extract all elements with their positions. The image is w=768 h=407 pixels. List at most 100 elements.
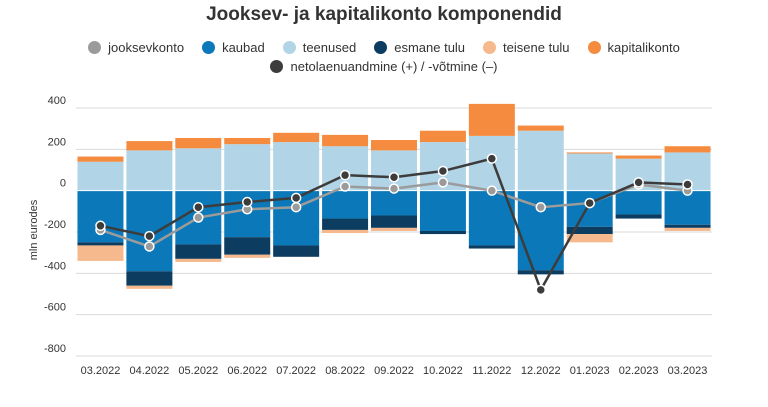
- y-tick-label: -400: [44, 260, 66, 272]
- bar-esmane[interactable]: [664, 224, 711, 228]
- point-jooksev[interactable]: [290, 201, 302, 213]
- bar-kapital[interactable]: [371, 140, 417, 151]
- legend-swatch-kapitalikonto: [587, 41, 601, 54]
- x-tick-label: 01.2023: [570, 365, 610, 377]
- bar-teenused[interactable]: [566, 153, 613, 191]
- bar-esmane[interactable]: [322, 218, 369, 230]
- point-neto[interactable]: [437, 165, 449, 177]
- point-jooksev[interactable]: [388, 183, 400, 194]
- y-tick-label: 200: [48, 136, 66, 148]
- bar-kapital[interactable]: [126, 141, 173, 151]
- legend-row-1: jooksevkonto kaubad teenused esmane tulu…: [0, 40, 768, 55]
- point-jooksev[interactable]: [144, 241, 155, 252]
- legend-item-teisene-tulu[interactable]: teisene tulu: [483, 40, 570, 55]
- bar-esmane[interactable]: [77, 242, 124, 246]
- point-neto[interactable]: [339, 169, 351, 181]
- y-tick-label: 0: [60, 178, 66, 190]
- x-tick-label: 03.2022: [81, 365, 121, 377]
- bar-teisene[interactable]: [322, 229, 369, 234]
- legend-item-jooksevkonto[interactable]: jooksevkonto: [88, 40, 184, 55]
- bar-teisene[interactable]: [371, 227, 417, 231]
- bar-kapital[interactable]: [419, 130, 466, 143]
- bar-kapital[interactable]: [175, 137, 222, 149]
- bar-kaubad[interactable]: [371, 190, 417, 216]
- point-jooksev[interactable]: [437, 177, 449, 188]
- y-axis-label: mln eurodes: [28, 199, 40, 260]
- bar-kapital[interactable]: [322, 134, 369, 147]
- bar-kaubad[interactable]: [419, 190, 466, 231]
- bar-kapital[interactable]: [77, 156, 124, 162]
- bar-kapital[interactable]: [615, 155, 662, 159]
- x-tick-label: 12.2022: [521, 365, 561, 377]
- point-neto[interactable]: [486, 153, 498, 164]
- bar-esmane[interactable]: [517, 270, 564, 275]
- bar-teisene[interactable]: [77, 245, 124, 261]
- x-tick-label: 10.2022: [423, 365, 463, 377]
- y-tick-label: -800: [44, 343, 66, 355]
- line-series: [95, 153, 693, 296]
- bar-teisene[interactable]: [126, 285, 173, 289]
- x-tick-label: 11.2022: [472, 365, 511, 377]
- bar-teenused[interactable]: [175, 148, 222, 191]
- legend-item-kaubad[interactable]: kaubad: [202, 40, 265, 55]
- legend-item-kapitalikonto[interactable]: kapitalikonto: [587, 40, 680, 55]
- point-jooksev[interactable]: [535, 201, 547, 213]
- bar-esmane[interactable]: [224, 237, 271, 255]
- bar-teenused[interactable]: [224, 144, 271, 191]
- legend-item-netolaenuandmine[interactable]: netolaenuandmine (+) / -võtmine (–): [270, 59, 498, 74]
- bar-teisene[interactable]: [175, 258, 222, 262]
- point-neto[interactable]: [388, 171, 400, 183]
- bar-kaubad[interactable]: [615, 190, 662, 215]
- bar-teisene[interactable]: [566, 234, 613, 243]
- bar-kaubad[interactable]: [664, 190, 711, 225]
- x-tick-label: 09.2022: [374, 365, 414, 377]
- point-jooksev[interactable]: [486, 185, 498, 196]
- point-neto[interactable]: [682, 179, 693, 190]
- bar-teenused[interactable]: [517, 130, 564, 191]
- bar-kapital[interactable]: [517, 125, 564, 131]
- bar-esmane[interactable]: [371, 215, 417, 228]
- x-axis: 03.2022 04.2022 05.2022 06.2022 07.2022 08.20…: [81, 365, 708, 377]
- legend-item-teenused[interactable]: teenused: [282, 40, 356, 55]
- point-jooksev[interactable]: [339, 181, 351, 192]
- legend-label-netolaenuandmine: netolaenuandmine (+) / -võtmine (–): [290, 59, 498, 74]
- point-neto[interactable]: [241, 196, 253, 208]
- x-tick-label: 07.2022: [276, 365, 316, 377]
- bar-esmane[interactable]: [175, 244, 222, 259]
- bar-teenused[interactable]: [273, 142, 320, 191]
- point-neto[interactable]: [193, 201, 204, 213]
- x-tick-label: 04.2022: [130, 365, 170, 377]
- y-axis: 400 200 0 -200 -400 -600 -800: [44, 95, 66, 355]
- point-neto[interactable]: [633, 177, 644, 188]
- legend-label-esmane-tulu: esmane tulu: [394, 40, 466, 55]
- bar-teenused[interactable]: [126, 150, 173, 191]
- point-neto[interactable]: [144, 230, 155, 242]
- bar-esmane[interactable]: [615, 214, 662, 219]
- legend-label-teisene-tulu: teisene tulu: [503, 40, 570, 55]
- point-neto[interactable]: [535, 284, 547, 296]
- bar-kapital[interactable]: [468, 103, 515, 136]
- legend-item-esmane-tulu[interactable]: esmane tulu: [374, 40, 465, 55]
- point-neto[interactable]: [290, 192, 302, 204]
- bar-teenused[interactable]: [77, 161, 124, 191]
- point-neto[interactable]: [584, 197, 595, 209]
- bar-esmane[interactable]: [126, 271, 173, 286]
- bar-teisene[interactable]: [664, 227, 711, 231]
- bar-esmane[interactable]: [273, 245, 320, 257]
- bar-kapital[interactable]: [273, 132, 320, 143]
- bar-kapital[interactable]: [224, 137, 271, 145]
- bar-kapital[interactable]: [664, 146, 711, 153]
- legend-swatch-jooksevkonto: [88, 41, 102, 54]
- bar-esmane[interactable]: [566, 226, 613, 235]
- legend-swatch-teenused: [282, 41, 296, 54]
- bar-kaubad[interactable]: [322, 190, 369, 219]
- point-neto[interactable]: [95, 220, 106, 232]
- point-jooksev[interactable]: [193, 212, 204, 223]
- legend-row-2: netolaenuandmine (+) / -võtmine (–): [0, 59, 768, 74]
- x-tick-label: 05.2022: [178, 365, 218, 377]
- bar-kapital[interactable]: [566, 152, 613, 154]
- bar-esmane[interactable]: [468, 245, 515, 249]
- bar-teisene[interactable]: [224, 254, 271, 258]
- bar-esmane[interactable]: [419, 230, 466, 235]
